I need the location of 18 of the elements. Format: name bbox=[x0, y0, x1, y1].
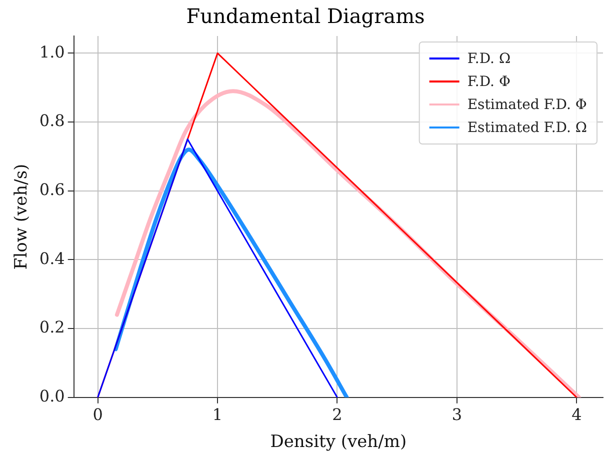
x-tick-label: 1 bbox=[212, 405, 223, 424]
y-tick-label: 1.0 bbox=[39, 42, 65, 62]
y-tick-label: 0.2 bbox=[39, 318, 65, 337]
y-tick-label: 0.4 bbox=[39, 248, 65, 268]
y-axis-title: Flow (veh/s) bbox=[12, 164, 32, 270]
y-tick-label: 0.8 bbox=[39, 111, 65, 130]
x-tick-label: 3 bbox=[452, 405, 462, 424]
x-tick-label: 2 bbox=[332, 405, 342, 424]
x-tick-label: 4 bbox=[572, 405, 582, 424]
legend-label: F.D. Ω bbox=[467, 51, 511, 68]
legend-label: Estimated F.D. Φ bbox=[467, 97, 587, 114]
chart-title: Fundamental Diagrams bbox=[186, 4, 425, 28]
x-axis-title: Density (veh/m) bbox=[270, 432, 407, 452]
y-tick-label: 0.6 bbox=[39, 180, 65, 200]
x-tick-label: 0 bbox=[92, 405, 103, 424]
legend-label: Estimated F.D. Ω bbox=[467, 120, 587, 136]
legend-label: F.D. Φ bbox=[467, 74, 510, 90]
y-tick-label: 0.0 bbox=[39, 386, 65, 406]
